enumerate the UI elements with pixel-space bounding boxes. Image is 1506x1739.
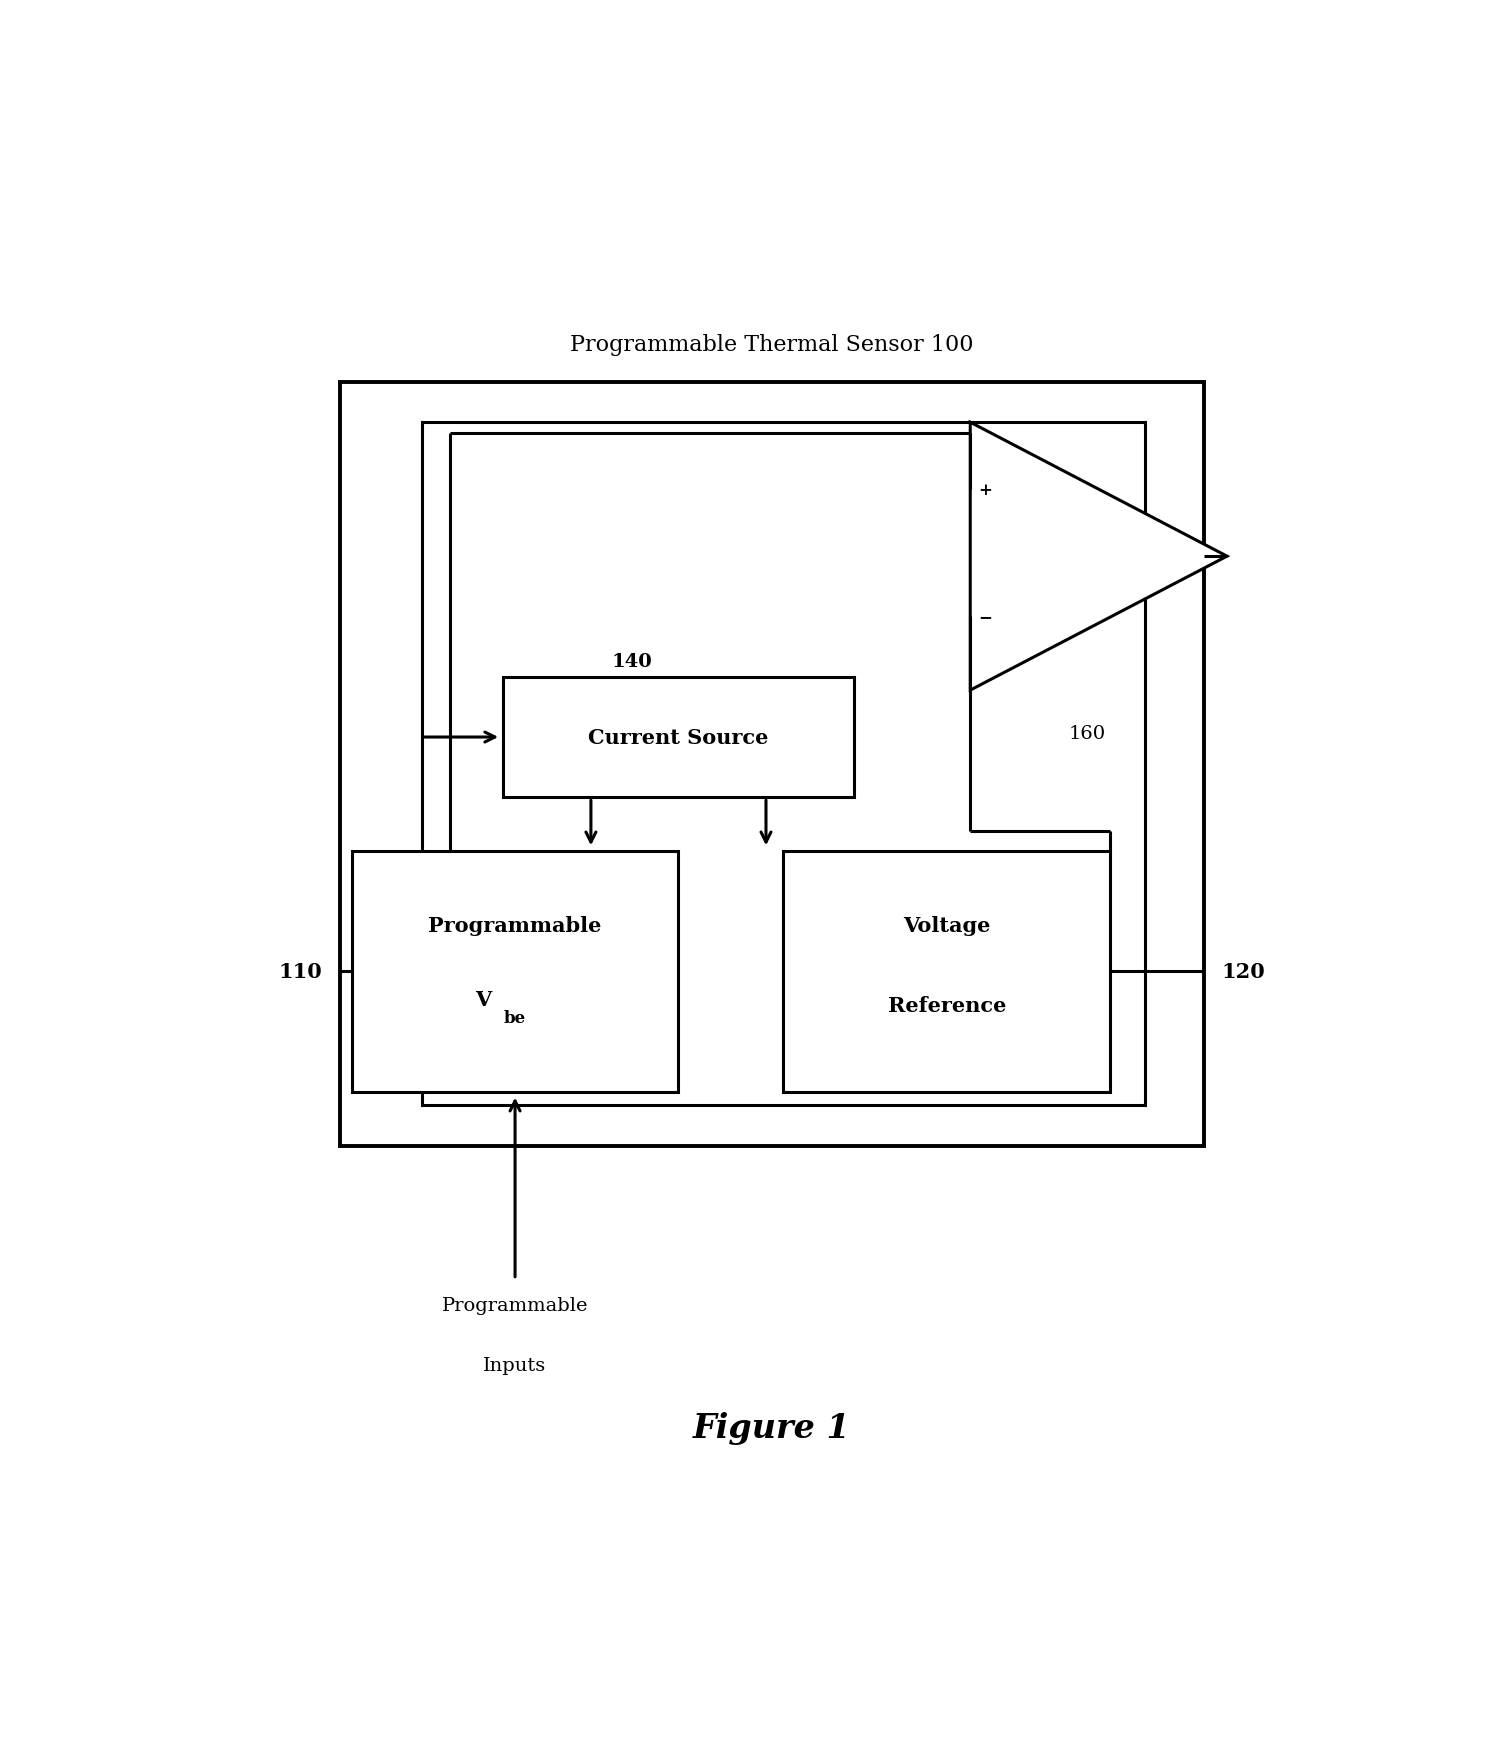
Text: V: V bbox=[476, 989, 491, 1009]
Text: Inputs: Inputs bbox=[483, 1356, 547, 1374]
Text: 160: 160 bbox=[1068, 723, 1105, 743]
Text: 120: 120 bbox=[1221, 962, 1265, 983]
Text: Voltage: Voltage bbox=[904, 915, 991, 936]
Text: 140: 140 bbox=[611, 652, 652, 671]
Polygon shape bbox=[970, 423, 1227, 690]
Text: Programmable: Programmable bbox=[441, 1296, 589, 1315]
Text: −: − bbox=[979, 609, 992, 626]
Bar bbox=[422, 423, 1146, 1106]
Text: Reference: Reference bbox=[887, 995, 1006, 1016]
Bar bbox=[503, 676, 854, 798]
Text: 110: 110 bbox=[279, 962, 322, 983]
Bar bbox=[783, 852, 1110, 1092]
Bar bbox=[352, 852, 679, 1092]
Text: +: + bbox=[979, 482, 992, 499]
Text: Programmable: Programmable bbox=[428, 915, 602, 936]
Text: Programmable Thermal Sensor 100: Programmable Thermal Sensor 100 bbox=[571, 334, 973, 356]
Text: Current Source: Current Source bbox=[589, 727, 768, 748]
Text: be: be bbox=[503, 1010, 526, 1026]
Bar bbox=[340, 383, 1203, 1146]
Text: Figure 1: Figure 1 bbox=[693, 1410, 851, 1443]
